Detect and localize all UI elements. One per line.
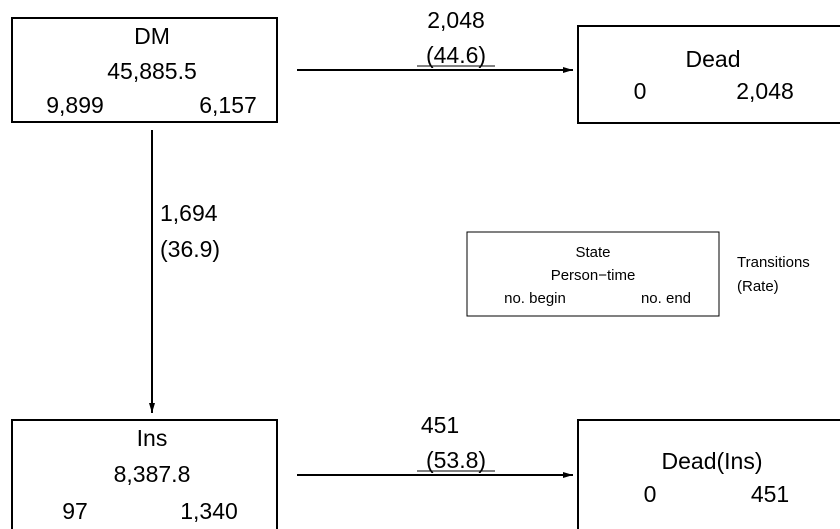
state-dead-ins-no-end: 451 — [751, 481, 789, 507]
state-dead-ins-no-begin: 0 — [644, 481, 657, 507]
state-dead-ins-name: Dead(Ins) — [662, 448, 763, 474]
transition-ins-to-dead-ins-rate: (53.8) — [426, 447, 486, 473]
state-dm-no-begin: 9,899 — [46, 92, 104, 118]
transition-dm-to-dead-rate: (44.6) — [426, 42, 486, 68]
state-dead-ins: Dead(Ins) 0 451 — [578, 420, 840, 529]
transition-dm-to-dead-count: 2,048 — [427, 7, 485, 33]
legend-person-time: Person−time — [551, 267, 636, 284]
legend-transitions: Transitions — [737, 254, 810, 271]
transition-dm-to-ins: 1,694 (36.9) — [152, 130, 220, 413]
state-dead-name: Dead — [686, 46, 741, 72]
legend: State Person−time no. begin no. end Tran… — [467, 232, 810, 316]
legend-no-end: no. end — [641, 290, 691, 307]
state-dm-no-end: 6,157 — [199, 92, 257, 118]
transition-dm-to-ins-rate: (36.9) — [160, 236, 220, 262]
state-ins-no-end: 1,340 — [180, 498, 238, 524]
state-dead-ins-box — [578, 420, 840, 529]
state-dead-no-begin: 0 — [634, 78, 647, 104]
legend-rate: (Rate) — [737, 278, 779, 295]
state-ins-name: Ins — [137, 425, 168, 451]
transition-dm-to-ins-count: 1,694 — [160, 200, 218, 226]
state-dead-box — [578, 26, 840, 123]
legend-state: State — [575, 244, 610, 261]
state-ins-no-begin: 97 — [62, 498, 88, 524]
transition-ins-to-dead-ins: 451 (53.8) — [297, 412, 573, 475]
state-dm: DM 45,885.5 9,899 6,157 — [12, 18, 277, 122]
state-ins-person-time: 8,387.8 — [114, 461, 191, 487]
transition-dm-to-dead: 2,048 (44.6) — [297, 7, 573, 70]
state-dm-name: DM — [134, 23, 170, 49]
transition-ins-to-dead-ins-count: 451 — [421, 412, 459, 438]
state-dead: Dead 0 2,048 — [578, 26, 840, 123]
legend-no-begin: no. begin — [504, 290, 566, 307]
state-dm-person-time: 45,885.5 — [107, 58, 197, 84]
state-ins: Ins 8,387.8 97 1,340 — [12, 420, 277, 529]
state-dead-no-end: 2,048 — [736, 78, 794, 104]
